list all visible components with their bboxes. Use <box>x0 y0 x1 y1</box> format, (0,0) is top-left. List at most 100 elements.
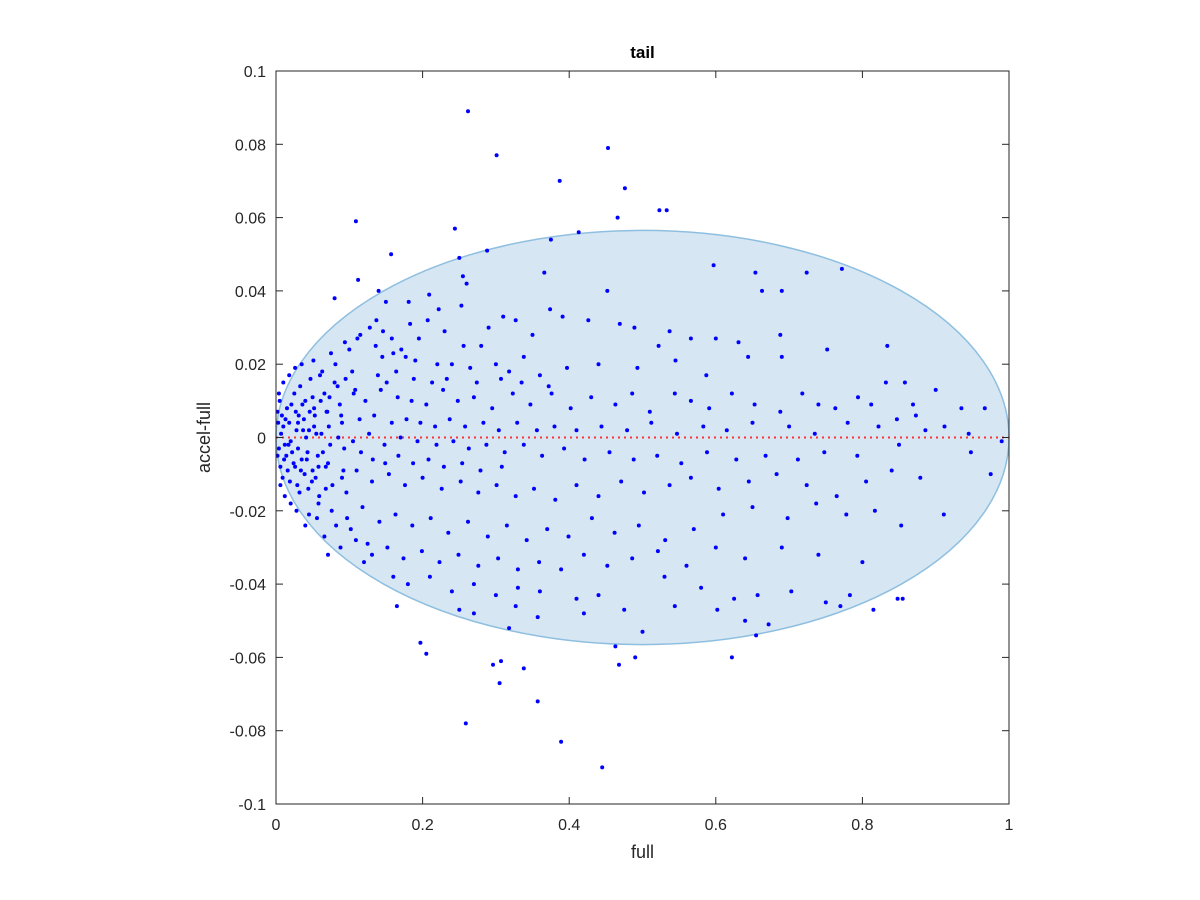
data-point <box>416 336 421 341</box>
data-point <box>326 461 330 466</box>
data-point <box>300 402 305 407</box>
data-point <box>897 442 901 447</box>
data-point <box>441 387 446 392</box>
data-point <box>447 417 452 422</box>
data-point <box>619 479 624 484</box>
data-point <box>855 453 860 458</box>
data-point <box>663 538 668 543</box>
data-point <box>320 369 325 374</box>
data-point <box>688 336 693 341</box>
data-point <box>496 556 501 561</box>
data-point <box>613 402 618 407</box>
data-point <box>743 618 748 623</box>
data-point <box>825 347 830 352</box>
data-point <box>425 318 430 323</box>
data-point <box>323 486 328 491</box>
data-point <box>707 406 712 411</box>
data-point <box>286 442 291 447</box>
data-point <box>779 545 784 550</box>
data-point <box>433 424 438 429</box>
data-point <box>427 292 432 297</box>
data-point <box>540 453 545 458</box>
data-point <box>713 545 718 550</box>
data-point <box>334 523 339 528</box>
data-point <box>428 516 433 521</box>
data-point <box>521 442 526 447</box>
data-point <box>729 655 734 660</box>
data-point <box>959 406 964 411</box>
data-point <box>596 494 601 499</box>
data-point <box>461 343 466 348</box>
data-point <box>600 765 605 770</box>
data-point <box>545 527 550 532</box>
data-point <box>303 523 308 528</box>
data-point <box>476 563 481 568</box>
data-point <box>297 490 302 495</box>
data-point <box>309 479 314 484</box>
data-point <box>478 468 483 473</box>
data-point <box>785 516 790 521</box>
data-point <box>552 424 557 429</box>
data-point <box>474 380 479 385</box>
data-point <box>345 516 350 521</box>
data-point <box>504 523 509 528</box>
data-point <box>834 494 839 499</box>
data-point <box>457 607 462 612</box>
data-point <box>640 629 645 634</box>
y-tick-label: -0.08 <box>230 724 267 741</box>
data-point <box>451 439 456 444</box>
data-point <box>787 424 792 429</box>
data-point <box>464 281 469 286</box>
data-point <box>457 255 462 260</box>
data-point <box>444 376 449 381</box>
data-point <box>750 505 755 510</box>
data-point <box>307 409 312 414</box>
data-point <box>281 424 286 429</box>
data-point <box>647 409 652 414</box>
data-point <box>418 640 423 645</box>
data-point <box>679 461 684 466</box>
data-point <box>322 391 327 396</box>
data-point <box>568 406 573 411</box>
data-point <box>311 358 316 363</box>
data-point <box>499 376 503 381</box>
data-point <box>630 391 635 396</box>
data-point <box>393 512 398 517</box>
data-point <box>501 314 506 319</box>
data-point <box>466 109 470 114</box>
data-point <box>519 380 524 385</box>
data-point <box>466 446 471 451</box>
data-point <box>316 464 321 469</box>
data-point <box>373 343 378 348</box>
data-point <box>617 662 621 667</box>
data-point <box>711 263 716 268</box>
data-point <box>322 534 327 539</box>
data-point <box>537 560 542 565</box>
data-point <box>329 351 333 356</box>
y-tick-label: 0.04 <box>235 284 266 301</box>
data-point <box>763 453 768 458</box>
data-point <box>298 384 303 389</box>
y-axis-label: accel-full <box>194 402 214 473</box>
data-point <box>589 395 594 400</box>
data-point <box>351 391 356 396</box>
data-point <box>753 270 758 275</box>
data-point <box>384 380 389 385</box>
data-point <box>715 607 720 612</box>
data-point <box>413 358 418 363</box>
data-point <box>894 417 899 422</box>
data-point <box>664 208 669 213</box>
data-point <box>434 442 439 447</box>
data-point <box>415 439 420 444</box>
data-point <box>362 560 366 565</box>
data-point <box>389 420 394 425</box>
data-point <box>456 552 461 557</box>
data-point <box>301 417 306 422</box>
data-point <box>293 409 298 414</box>
data-point <box>655 453 660 458</box>
data-point <box>279 413 284 418</box>
data-point <box>326 424 331 429</box>
y-tick-label: -0.1 <box>238 797 266 814</box>
data-point <box>913 413 918 418</box>
data-point <box>347 347 352 352</box>
